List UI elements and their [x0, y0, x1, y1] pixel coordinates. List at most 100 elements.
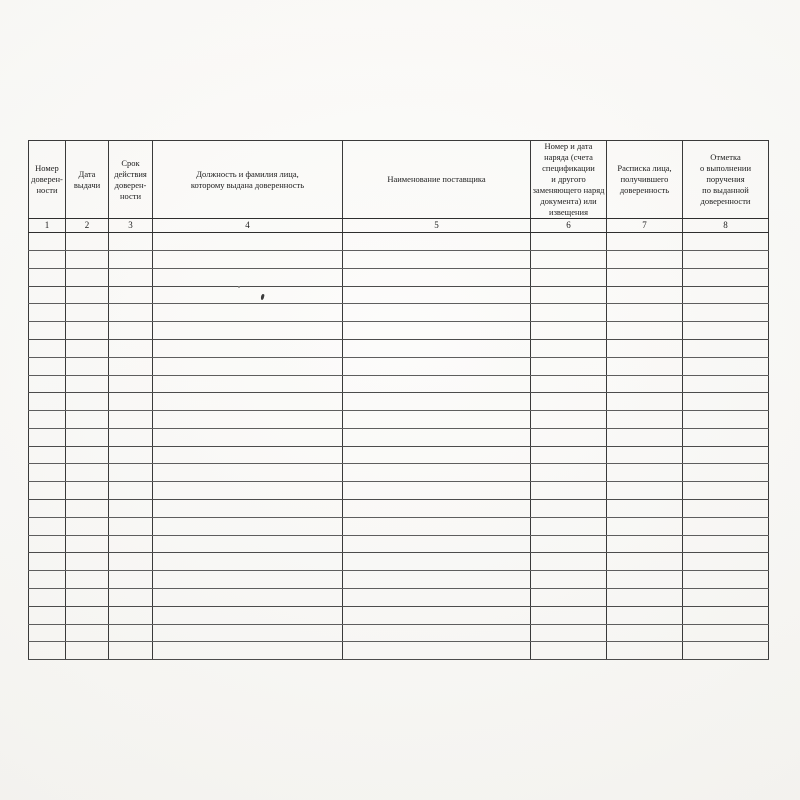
table-cell	[682, 641, 769, 661]
table-cell	[65, 410, 109, 429]
table-row	[28, 374, 769, 394]
index-cell: 8	[682, 218, 769, 234]
table-cell	[152, 374, 343, 394]
table-cell	[28, 552, 66, 572]
table-cell	[606, 445, 683, 465]
table-cell	[682, 570, 769, 589]
table-cell	[342, 481, 531, 501]
table-cell	[152, 481, 343, 501]
table-cell	[152, 552, 343, 572]
table-cell	[108, 623, 153, 643]
header-cell-person: Должность и фамилия лица, которому выдан…	[152, 139, 343, 220]
header-cell-number: Номер доверен- ности	[28, 139, 66, 220]
table-cell	[108, 267, 153, 287]
table-cell	[28, 339, 66, 358]
header-cell-order-number: Номер и дата наряда (счета спецификации …	[530, 139, 607, 220]
table-cell	[28, 427, 66, 447]
table-cell	[342, 445, 531, 465]
table-cell	[682, 232, 769, 252]
table-cell	[342, 427, 531, 447]
table-cell	[108, 463, 153, 483]
table-cell	[108, 587, 153, 607]
table-cell	[65, 605, 109, 625]
table-cell	[28, 623, 66, 643]
table-cell	[108, 285, 153, 305]
table-cell	[65, 499, 109, 518]
table-cell	[342, 250, 531, 269]
table-cell	[682, 552, 769, 572]
table-cell	[606, 321, 683, 341]
table-cell	[28, 499, 66, 518]
table-cell	[606, 427, 683, 447]
index-cell: 7	[606, 218, 683, 234]
table-cell	[530, 623, 607, 643]
table-cell	[108, 232, 153, 252]
table-cell	[152, 641, 343, 661]
table-cell	[65, 570, 109, 589]
table-cell	[342, 463, 531, 483]
table-cell	[152, 623, 343, 643]
table-cell	[65, 534, 109, 554]
table-cell	[65, 356, 109, 376]
table-body	[28, 232, 769, 661]
table-cell	[606, 641, 683, 661]
table-cell	[342, 232, 531, 252]
table-row	[28, 232, 769, 252]
table-cell	[606, 499, 683, 518]
table-cell	[152, 303, 343, 323]
table-cell	[606, 534, 683, 554]
table-cell	[682, 499, 769, 518]
table-cell	[682, 392, 769, 412]
table-cell	[152, 392, 343, 412]
table-cell	[65, 552, 109, 572]
table-cell	[342, 356, 531, 376]
table-cell	[606, 516, 683, 536]
table-cell	[530, 303, 607, 323]
table-cell	[28, 481, 66, 501]
table-cell	[530, 445, 607, 465]
table-cell	[682, 605, 769, 625]
table-cell	[530, 463, 607, 483]
table-cell	[152, 321, 343, 341]
table-cell	[28, 516, 66, 536]
table-cell	[65, 374, 109, 394]
table-cell	[28, 463, 66, 483]
table-cell	[28, 285, 66, 305]
table-cell	[28, 445, 66, 465]
table-cell	[28, 374, 66, 394]
table-row	[28, 303, 769, 323]
table-cell	[342, 570, 531, 589]
table-row	[28, 534, 769, 554]
table-cell	[530, 410, 607, 429]
table-cell	[65, 623, 109, 643]
table-cell	[28, 392, 66, 412]
table-cell	[530, 499, 607, 518]
table-row	[28, 427, 769, 447]
table-cell	[108, 570, 153, 589]
column-index-row: 1 2 3 4 5 6 7 8	[28, 218, 769, 234]
table-cell	[152, 427, 343, 447]
table-cell	[530, 374, 607, 394]
table-cell	[682, 623, 769, 643]
table-cell	[108, 339, 153, 358]
table-cell	[530, 321, 607, 341]
table-cell	[682, 463, 769, 483]
table-cell	[152, 605, 343, 625]
ink-dot-mark	[238, 286, 240, 288]
table-cell	[152, 339, 343, 358]
table-cell	[342, 267, 531, 287]
table-cell	[342, 285, 531, 305]
header-cell-validity: Срок действия доверен- ности	[108, 139, 153, 220]
table-cell	[65, 445, 109, 465]
table-cell	[682, 303, 769, 323]
table-cell	[28, 356, 66, 376]
table-cell	[108, 499, 153, 518]
table-row	[28, 481, 769, 501]
table-cell	[342, 374, 531, 394]
table-cell	[530, 641, 607, 661]
table-cell	[530, 339, 607, 358]
table-cell	[606, 267, 683, 287]
table-cell	[682, 534, 769, 554]
table-cell	[342, 605, 531, 625]
